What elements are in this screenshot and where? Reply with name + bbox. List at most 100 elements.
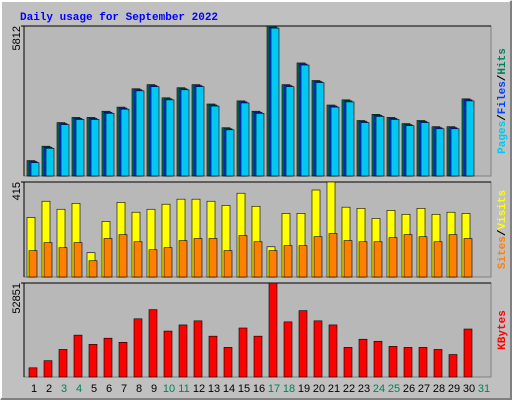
bar bbox=[90, 119, 100, 177]
bar bbox=[148, 309, 158, 378]
legend-separator: / bbox=[497, 74, 509, 81]
bar bbox=[133, 241, 143, 278]
bar bbox=[30, 162, 40, 177]
bar bbox=[343, 347, 353, 378]
legend: KBytes bbox=[497, 310, 509, 350]
bar bbox=[403, 347, 413, 378]
bar bbox=[135, 90, 145, 177]
x-tick-label: 9 bbox=[151, 383, 157, 395]
bar bbox=[313, 320, 323, 378]
x-tick-label: 8 bbox=[136, 383, 142, 395]
x-tick-label: 25 bbox=[388, 383, 400, 395]
bar bbox=[253, 335, 263, 378]
bar bbox=[88, 260, 98, 278]
x-tick-label: 4 bbox=[76, 383, 82, 395]
x-tick-label: 27 bbox=[418, 383, 430, 395]
legend: Sites/Visits bbox=[497, 190, 509, 269]
y-tick-label: 415 bbox=[11, 182, 23, 200]
y-tick-label: 52851 bbox=[11, 283, 23, 314]
x-tick-label: 7 bbox=[121, 383, 127, 395]
legend-entry: Pages bbox=[497, 121, 509, 154]
bar bbox=[163, 330, 173, 378]
bar bbox=[328, 233, 338, 278]
bar bbox=[193, 320, 203, 378]
x-tick-label: 18 bbox=[283, 383, 295, 395]
bar bbox=[43, 242, 53, 278]
bar bbox=[435, 128, 445, 177]
bar bbox=[403, 234, 413, 278]
bar bbox=[300, 64, 310, 177]
bar bbox=[388, 237, 398, 278]
bar bbox=[375, 116, 385, 177]
x-tick-label: 29 bbox=[448, 383, 460, 395]
bar bbox=[360, 122, 370, 177]
x-tick-label: 13 bbox=[208, 383, 220, 395]
legend-entry: Hits bbox=[497, 48, 509, 74]
x-tick-label: 12 bbox=[193, 383, 205, 395]
bar bbox=[240, 102, 250, 177]
x-tick-label: 19 bbox=[298, 383, 310, 395]
bar bbox=[238, 235, 248, 278]
bar bbox=[58, 349, 68, 378]
bar bbox=[103, 337, 113, 378]
bar bbox=[238, 327, 248, 378]
x-tick-label: 10 bbox=[163, 383, 175, 395]
bar bbox=[283, 245, 293, 278]
bar bbox=[43, 360, 53, 378]
x-tick-label: 11 bbox=[178, 383, 189, 395]
bar bbox=[178, 324, 188, 378]
bar bbox=[298, 310, 308, 378]
legend-entry: Visits bbox=[497, 190, 509, 230]
bar bbox=[420, 122, 430, 177]
bar bbox=[178, 240, 188, 278]
x-tick-label: 31 bbox=[478, 383, 490, 395]
bar bbox=[268, 282, 278, 378]
bar bbox=[225, 129, 235, 177]
x-tick-label: 21 bbox=[328, 383, 340, 395]
bar bbox=[73, 334, 83, 378]
bar bbox=[330, 106, 340, 177]
bar bbox=[223, 347, 233, 378]
bar bbox=[433, 349, 443, 378]
chart-title: Daily usage for September 2022 bbox=[20, 12, 218, 24]
bar bbox=[358, 338, 368, 378]
legend-entry: Sites bbox=[497, 236, 509, 269]
bar bbox=[373, 340, 383, 378]
bar bbox=[103, 238, 113, 278]
bar bbox=[358, 241, 368, 278]
legend-entry: Files bbox=[497, 81, 509, 114]
bar bbox=[463, 238, 473, 278]
x-tick-label: 15 bbox=[238, 383, 250, 395]
bar bbox=[73, 242, 83, 278]
bar bbox=[465, 100, 475, 177]
bar bbox=[433, 241, 443, 278]
bar bbox=[270, 27, 280, 177]
bar bbox=[120, 108, 130, 177]
bar bbox=[193, 238, 203, 278]
bar bbox=[448, 354, 458, 378]
bar bbox=[450, 128, 460, 177]
bar bbox=[223, 250, 233, 278]
bar bbox=[315, 82, 325, 177]
bar bbox=[133, 318, 143, 378]
x-tick-label: 17 bbox=[268, 383, 280, 395]
bar bbox=[165, 99, 175, 177]
bar bbox=[268, 250, 278, 278]
x-tick-label: 3 bbox=[61, 383, 67, 395]
legend: Pages/Files/Hits bbox=[497, 48, 509, 154]
legend-separator: / bbox=[497, 114, 509, 121]
bar bbox=[388, 346, 398, 378]
bar bbox=[418, 347, 428, 378]
bar bbox=[208, 238, 218, 278]
bar bbox=[390, 119, 400, 177]
bar bbox=[448, 234, 458, 278]
bar bbox=[210, 105, 220, 177]
bar bbox=[148, 249, 158, 278]
bar bbox=[313, 236, 323, 278]
x-tick-label: 30 bbox=[463, 383, 475, 395]
x-tick-label: 6 bbox=[106, 383, 112, 395]
bar bbox=[163, 247, 173, 278]
bar bbox=[150, 86, 160, 177]
